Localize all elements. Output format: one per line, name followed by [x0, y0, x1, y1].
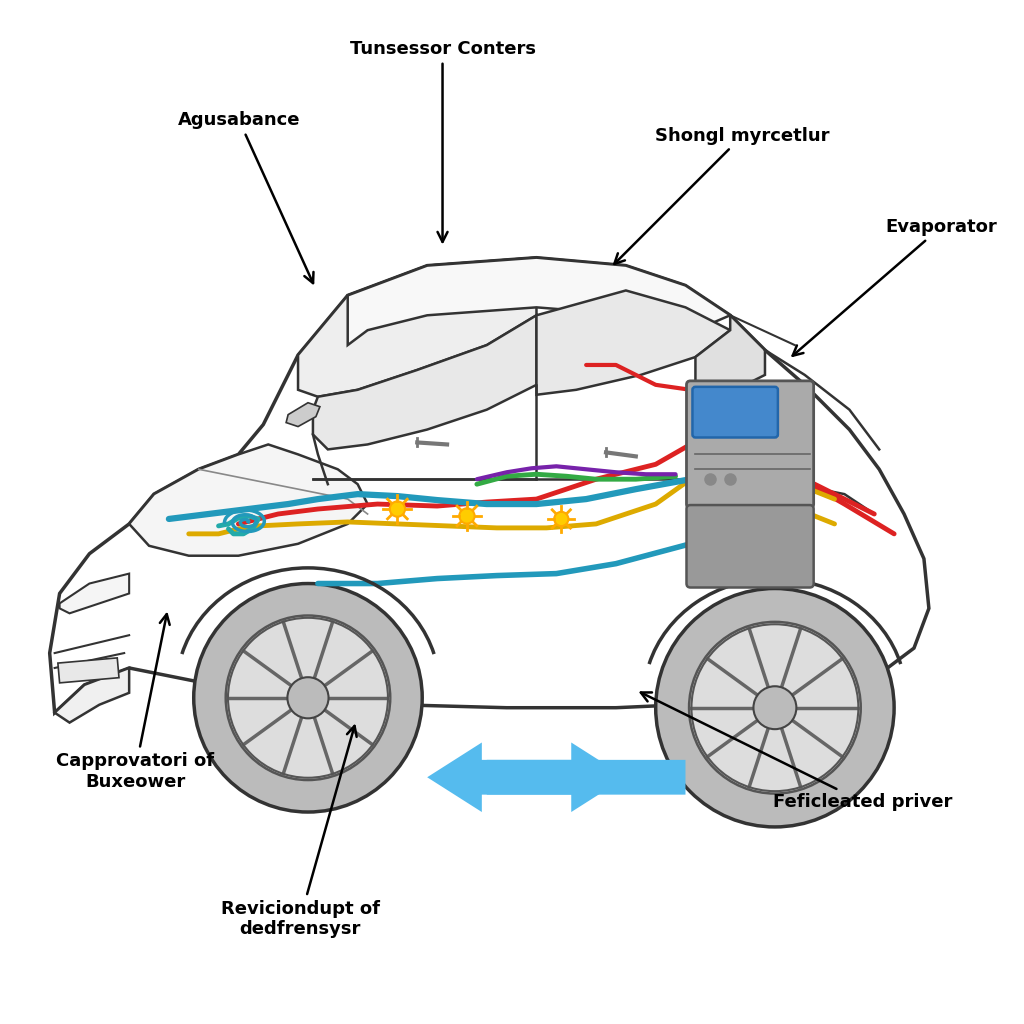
Text: Reviciondupt of
dedfrensуsr: Reviciondupt of dedfrensуsr	[220, 726, 380, 938]
FancyArrow shape	[427, 742, 685, 812]
Circle shape	[390, 502, 406, 517]
FancyBboxPatch shape	[686, 505, 814, 588]
Text: Evaporator: Evaporator	[793, 218, 996, 355]
FancyBboxPatch shape	[692, 387, 778, 437]
FancyBboxPatch shape	[686, 381, 814, 508]
Text: Feficleated priver: Feficleated priver	[641, 692, 952, 811]
Circle shape	[460, 508, 474, 523]
Circle shape	[655, 589, 894, 827]
Polygon shape	[286, 402, 319, 427]
Polygon shape	[313, 315, 537, 450]
Text: Agusabance: Agusabance	[178, 112, 313, 283]
Circle shape	[288, 677, 329, 719]
Text: Shongl myrcetlur: Shongl myrcetlur	[614, 127, 829, 264]
Polygon shape	[298, 258, 537, 396]
Text: Capprovatori of
Buxeower: Capprovatori of Buxeower	[56, 614, 214, 791]
Circle shape	[754, 686, 797, 729]
Polygon shape	[50, 258, 929, 713]
Polygon shape	[59, 573, 129, 613]
Polygon shape	[129, 444, 368, 556]
Circle shape	[689, 622, 861, 794]
Polygon shape	[537, 291, 730, 395]
Circle shape	[194, 584, 422, 812]
Polygon shape	[695, 315, 765, 390]
Text: Tunsessor Conters: Tunsessor Conters	[349, 40, 536, 242]
Polygon shape	[348, 258, 730, 345]
FancyArrow shape	[486, 742, 626, 812]
Polygon shape	[54, 668, 129, 723]
Bar	[58, 657, 119, 683]
Circle shape	[554, 512, 568, 526]
Circle shape	[225, 615, 390, 780]
